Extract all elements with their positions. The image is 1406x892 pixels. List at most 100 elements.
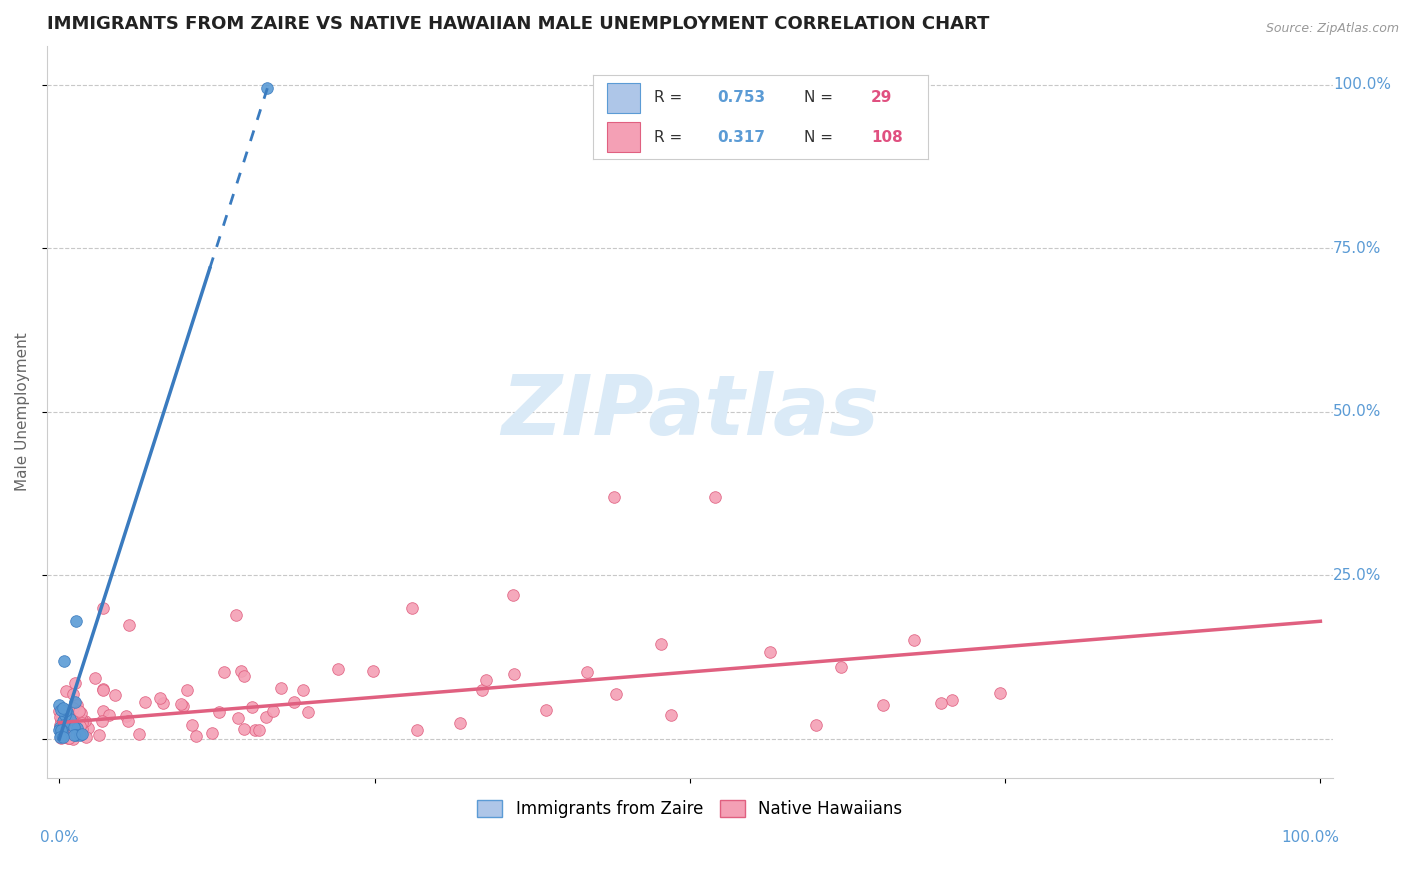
Point	[66, 698, 89, 713]
Legend: Immigrants from Zaire, Native Hawaiians: Immigrants from Zaire, Native Hawaiians	[471, 793, 908, 825]
Point	[53, 708, 76, 723]
Text: 75.0%: 75.0%	[1333, 241, 1381, 256]
Point	[53, 712, 76, 726]
Point	[62, 687, 84, 701]
Point	[449, 715, 471, 730]
Point	[70, 716, 93, 731]
Point	[117, 714, 139, 729]
Point	[49, 710, 72, 724]
Point	[69, 728, 91, 742]
Point	[170, 697, 193, 711]
Point	[59, 723, 82, 738]
Point	[91, 682, 114, 697]
Point	[51, 726, 73, 740]
Point	[104, 688, 127, 702]
Point	[62, 714, 84, 729]
Point	[49, 702, 72, 716]
Point	[53, 704, 76, 718]
Point	[208, 705, 231, 719]
Text: 50.0%: 50.0%	[1333, 404, 1381, 419]
Point	[149, 691, 172, 706]
Point	[51, 725, 73, 739]
Point	[53, 718, 76, 732]
Point	[48, 698, 70, 713]
Point	[56, 729, 79, 743]
Point	[58, 714, 80, 729]
Text: 25.0%: 25.0%	[1333, 568, 1381, 583]
Point	[51, 713, 73, 727]
Point	[58, 717, 80, 731]
Text: 100.0%: 100.0%	[1333, 78, 1391, 93]
Point	[270, 681, 292, 695]
Point	[70, 706, 93, 721]
Point	[184, 730, 207, 744]
Point	[55, 703, 77, 717]
Point	[128, 727, 150, 741]
Point	[63, 728, 86, 742]
Text: Source: ZipAtlas.com: Source: ZipAtlas.com	[1265, 22, 1399, 36]
Point	[830, 660, 852, 674]
Point	[58, 712, 80, 726]
Point	[63, 697, 86, 711]
Point	[56, 731, 79, 745]
Point	[52, 714, 75, 729]
Point	[52, 722, 75, 736]
Point	[48, 720, 70, 734]
Point	[65, 614, 87, 628]
Point	[292, 683, 315, 698]
Point	[53, 717, 76, 731]
Point	[48, 723, 70, 738]
Point	[91, 704, 114, 718]
Point	[226, 711, 249, 725]
Point	[63, 695, 86, 709]
Point	[502, 588, 524, 602]
Point	[117, 617, 139, 632]
Point	[929, 696, 952, 710]
Point	[872, 698, 894, 712]
Point	[55, 711, 77, 725]
Point	[91, 714, 114, 729]
Point	[93, 601, 115, 615]
Point	[503, 666, 526, 681]
Point	[63, 720, 86, 734]
Y-axis label: Male Unemployment: Male Unemployment	[15, 333, 30, 491]
Point	[176, 682, 198, 697]
Point	[262, 705, 284, 719]
Point	[605, 687, 627, 701]
Point	[243, 723, 266, 737]
Point	[48, 731, 70, 745]
Point	[53, 653, 76, 667]
Point	[56, 705, 79, 719]
Point	[326, 663, 349, 677]
Point	[134, 695, 156, 709]
Point	[659, 707, 682, 722]
Point	[603, 490, 626, 504]
Point	[474, 673, 496, 688]
Point	[58, 731, 80, 745]
Text: 0.0%: 0.0%	[41, 830, 79, 845]
Point	[240, 700, 263, 714]
Point	[49, 723, 72, 738]
Point	[69, 719, 91, 733]
Point	[60, 718, 83, 732]
Point	[52, 730, 75, 744]
Point	[70, 713, 93, 727]
Point	[75, 730, 97, 744]
Point	[575, 665, 598, 680]
Point	[73, 714, 96, 728]
Point	[65, 728, 87, 742]
Text: ZIPatlas: ZIPatlas	[501, 371, 879, 452]
Point	[55, 684, 77, 698]
Point	[51, 729, 73, 743]
Point	[758, 645, 780, 659]
Point	[52, 700, 75, 714]
Point	[231, 664, 253, 678]
Point	[214, 665, 236, 679]
Point	[51, 706, 73, 721]
Point	[52, 720, 75, 734]
Point	[181, 718, 204, 732]
Point	[903, 633, 925, 648]
Point	[66, 721, 89, 735]
Text: IMMIGRANTS FROM ZAIRE VS NATIVE HAWAIIAN MALE UNEMPLOYMENT CORRELATION CHART: IMMIGRANTS FROM ZAIRE VS NATIVE HAWAIIAN…	[46, 15, 988, 33]
Text: 100.0%: 100.0%	[1281, 830, 1340, 845]
